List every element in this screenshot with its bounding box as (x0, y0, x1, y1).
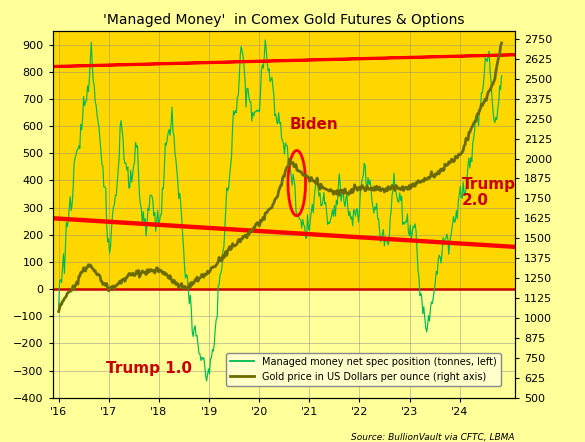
Bar (53, 31, 515, 289)
Title: 'Managed Money'  in Comex Gold Futures & Options: 'Managed Money' in Comex Gold Futures & … (103, 13, 464, 27)
Legend: Managed money net spec position (tonnes, left), Gold price in US Dollars per oun: Managed money net spec position (tonnes,… (226, 353, 501, 385)
Text: Trump
2.0: Trump 2.0 (462, 177, 516, 208)
Text: Biden: Biden (289, 117, 338, 132)
Bar (53, 289, 515, 398)
Text: Source: BullionVault via CFTC, LBMA: Source: BullionVault via CFTC, LBMA (352, 433, 515, 442)
Text: Trump 1.0: Trump 1.0 (106, 362, 192, 376)
